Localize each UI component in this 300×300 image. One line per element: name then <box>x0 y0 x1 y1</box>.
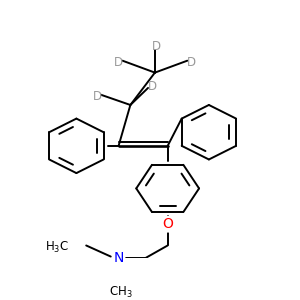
Text: CH$_3$: CH$_3$ <box>109 285 132 300</box>
Text: D: D <box>152 40 161 53</box>
Text: D: D <box>187 56 196 69</box>
Text: O: O <box>162 217 173 231</box>
Text: D: D <box>92 90 102 103</box>
Text: D: D <box>114 56 123 69</box>
Text: H$_3$C: H$_3$C <box>45 240 70 255</box>
Text: D: D <box>147 80 157 93</box>
Text: N: N <box>113 251 124 265</box>
